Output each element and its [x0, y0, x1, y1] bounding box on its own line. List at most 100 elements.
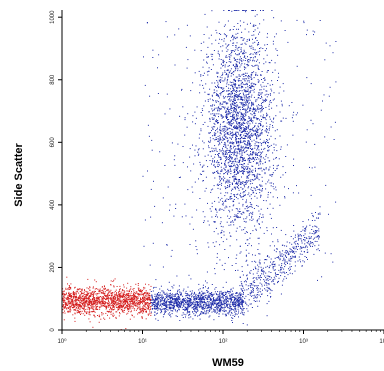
data-point [226, 221, 228, 223]
data-point [243, 212, 245, 214]
data-point [93, 310, 95, 312]
data-point [236, 76, 238, 78]
data-point [245, 206, 247, 207]
data-point [128, 309, 130, 311]
data-point [251, 165, 253, 167]
data-point [111, 305, 113, 307]
data-point [275, 189, 277, 191]
data-point [232, 103, 234, 105]
data-point [274, 138, 276, 140]
data-point [110, 292, 112, 294]
data-point [70, 283, 72, 285]
data-point [223, 310, 225, 312]
data-point [102, 299, 104, 301]
data-point [240, 80, 242, 82]
data-point [185, 314, 187, 316]
data-point [157, 293, 158, 295]
data-point [200, 297, 202, 299]
data-point [257, 59, 259, 61]
data-point [232, 133, 234, 135]
data-point [279, 135, 281, 137]
data-point [121, 292, 123, 294]
data-point [211, 150, 213, 152]
data-point [216, 305, 218, 307]
data-point [184, 299, 186, 301]
data-point [236, 136, 238, 137]
data-point [113, 295, 115, 297]
data-point [267, 70, 269, 72]
data-point [227, 65, 229, 67]
data-point [124, 303, 126, 305]
data-point [143, 305, 145, 307]
data-point [101, 297, 103, 299]
data-point [303, 20, 305, 22]
data-point [215, 138, 217, 140]
data-point [235, 132, 237, 134]
data-point [96, 302, 98, 304]
data-point [62, 298, 64, 300]
data-point [141, 308, 143, 310]
data-point [259, 188, 261, 190]
data-point [165, 293, 167, 295]
data-point [253, 133, 255, 135]
data-point [134, 297, 135, 299]
data-point [88, 302, 90, 303]
data-point [215, 147, 217, 149]
data-point [112, 306, 114, 308]
data-point [239, 62, 240, 64]
data-point [293, 111, 295, 113]
data-point [169, 295, 171, 296]
data-point [219, 138, 221, 140]
data-point [164, 299, 166, 301]
data-point [234, 86, 236, 88]
data-point [198, 305, 200, 307]
data-point [205, 302, 207, 304]
data-point [235, 208, 237, 210]
data-point [189, 301, 191, 302]
data-point [198, 302, 200, 304]
data-point [73, 293, 75, 295]
data-point [171, 297, 173, 299]
data-point [186, 304, 188, 306]
data-point [226, 295, 228, 297]
data-point [122, 305, 124, 307]
data-point [114, 290, 116, 292]
data-point [104, 318, 106, 320]
data-point [226, 198, 228, 200]
data-point [149, 289, 151, 291]
data-point [111, 293, 113, 295]
data-point [85, 300, 87, 302]
data-point [226, 304, 227, 306]
data-point [254, 10, 256, 11]
data-point [228, 95, 230, 97]
data-point [251, 182, 253, 184]
data-point [261, 129, 263, 131]
data-point [121, 299, 123, 301]
data-point [244, 42, 246, 44]
data-point [223, 97, 225, 99]
data-point [214, 291, 216, 293]
data-point [249, 237, 251, 239]
data-point [219, 298, 221, 300]
data-point [239, 102, 241, 103]
data-point [224, 291, 226, 293]
data-point [267, 150, 269, 152]
data-point [235, 112, 237, 114]
data-point [254, 56, 256, 57]
data-point [255, 74, 257, 75]
data-point [214, 115, 216, 117]
data-point [165, 304, 167, 306]
data-point [257, 125, 259, 127]
data-point [182, 301, 184, 303]
data-point [68, 295, 70, 296]
data-point [218, 310, 220, 312]
data-point [101, 290, 103, 292]
data-point [241, 213, 243, 215]
data-point [265, 98, 266, 100]
data-point [91, 303, 93, 305]
data-point [226, 153, 228, 155]
data-point [198, 299, 200, 300]
data-point [217, 83, 219, 85]
data-point [211, 302, 213, 304]
data-point [224, 164, 225, 166]
